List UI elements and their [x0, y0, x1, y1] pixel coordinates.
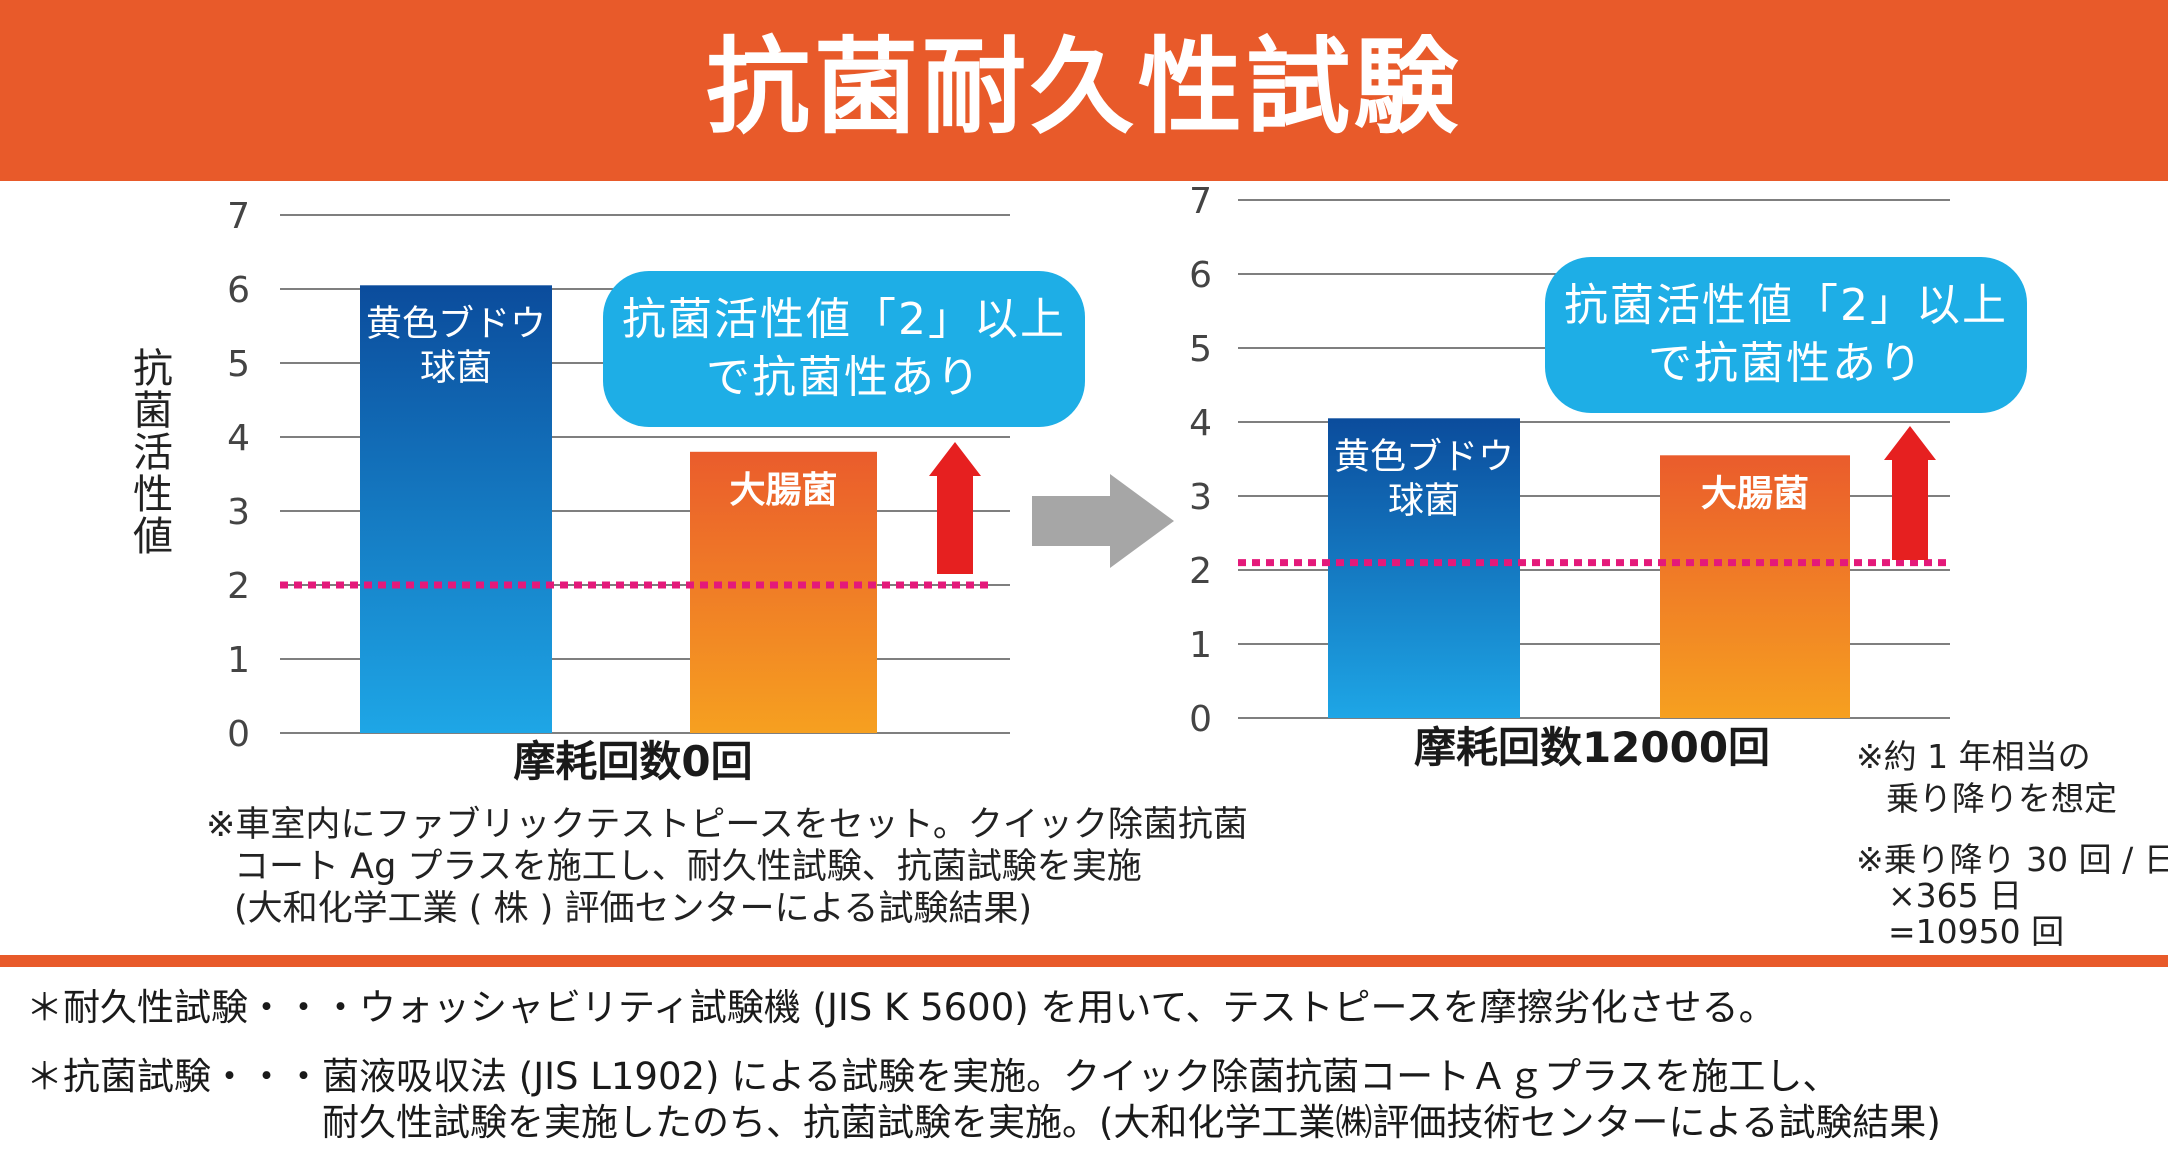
footnote-line: ＊抗菌試験・・・菌液吸収法 (JIS L1902) による試験を実施。クイック除…	[26, 1055, 1840, 1098]
test-conditions-note: ※車室内にファブリックテストピースをセット。クイック除菌抗菌 コート Ag プラ…	[206, 804, 1248, 930]
annotation-line-2: で抗菌性あり	[706, 352, 982, 403]
up-arrow-icon	[1884, 426, 1936, 560]
y-axis-label-char: 性	[133, 472, 173, 518]
up-arrow-icon	[929, 442, 981, 574]
footnote-antibacterial-test: ＊抗菌試験・・・菌液吸収法 (JIS L1902) による試験を実施。クイック除…	[26, 1054, 1941, 1146]
y-axis-label-char: 活	[133, 430, 173, 476]
y-axis-label-char: 値	[133, 514, 173, 560]
bar-category-label: 大腸菌	[1701, 473, 1809, 514]
note-line: コート Ag プラスを施工し、耐久性試験、抗菌試験を実施	[234, 847, 1142, 887]
y-tick-label: 7	[1189, 181, 1212, 222]
bar-category-label: 球菌	[1388, 480, 1460, 521]
x-axis-label: 摩耗回数0回	[513, 737, 752, 786]
y-tick-label: 4	[1189, 403, 1212, 444]
note-line: ※車室内にファブリックテストピースをセット。クイック除菌抗菌	[206, 805, 1248, 845]
annotation-line-1: 抗菌活性値「2」以上	[1564, 280, 2008, 331]
y-axis-label-char: 抗	[133, 346, 173, 392]
y-tick-label: 6	[1189, 255, 1212, 296]
bar-category-label: 球菌	[420, 347, 492, 388]
section-divider	[0, 955, 2168, 967]
footnote-line: ＊耐久性試験・・・ウォッシャビリティ試験機 (JIS K 5600) を用いて、…	[26, 986, 1776, 1029]
y-tick-label: 5	[227, 344, 250, 385]
bar-staphylococcus	[1328, 418, 1520, 718]
y-axis-label: 抗菌活性値	[128, 348, 178, 558]
y-tick-label: 1	[1189, 625, 1212, 666]
annotation-line-2: で抗菌性あり	[1648, 338, 1924, 389]
y-tick-label: 6	[227, 270, 250, 311]
transition-arrow-icon	[1032, 474, 1174, 568]
y-tick-label: 2	[1189, 551, 1212, 592]
y-tick-label: 1	[227, 640, 250, 681]
y-tick-label: 5	[1189, 329, 1212, 370]
header-banner: 抗菌耐久性試験	[0, 0, 2168, 181]
bar-e-coli	[1660, 455, 1850, 718]
y-tick-label: 4	[227, 418, 250, 459]
bar-e-coli	[690, 451, 877, 733]
calculation-note: ※乗り降り 30 回 / 日 ×365 日 =10950 回	[1856, 842, 2168, 950]
y-axis-label-char: 菌	[133, 388, 173, 434]
bar-staphylococcus	[360, 285, 552, 733]
y-tick-label: 3	[1189, 477, 1212, 518]
annotation-line-1: 抗菌活性値「2」以上	[622, 294, 1066, 345]
equivalence-note: ※約 1 年相当の 乗り降りを想定	[1856, 736, 2117, 820]
note-line: =10950 回	[1888, 912, 2065, 951]
footnote-durability-test: ＊耐久性試験・・・ウォッシャビリティ試験機 (JIS K 5600) を用いて、…	[26, 985, 1776, 1031]
note-line: ※約 1 年相当の	[1856, 737, 2091, 776]
note-line: ×365 日	[1888, 876, 2023, 915]
note-line: ※乗り降り 30 回 / 日	[1856, 840, 2168, 879]
threshold-annotation-bubble: 抗菌活性値「2」以上 で抗菌性あり	[603, 271, 1085, 427]
note-line: 乗り降りを想定	[1886, 779, 2117, 818]
note-line: (大和化学工業 ( 株 ) 評価センターによる試験結果)	[234, 889, 1033, 929]
page-title: 抗菌耐久性試験	[705, 26, 1462, 148]
bar-category-label: 黄色ブドウ	[1334, 436, 1514, 477]
threshold-annotation-bubble: 抗菌活性値「2」以上 で抗菌性あり	[1545, 257, 2027, 413]
y-tick-label: 3	[227, 492, 250, 533]
x-axis-label: 摩耗回数12000回	[1414, 723, 1770, 772]
y-tick-label: 2	[227, 566, 250, 607]
bar-category-label: 黄色ブドウ	[366, 303, 546, 344]
y-tick-label: 0	[1189, 699, 1212, 740]
footnote-line: 耐久性試験を実施したのち、抗菌試験を実施。(大和化学工業㈱評価技術センターによる…	[322, 1101, 1941, 1144]
bar-category-label: 大腸菌	[729, 470, 837, 511]
y-tick-label: 7	[227, 196, 250, 237]
y-tick-label: 0	[227, 714, 250, 755]
